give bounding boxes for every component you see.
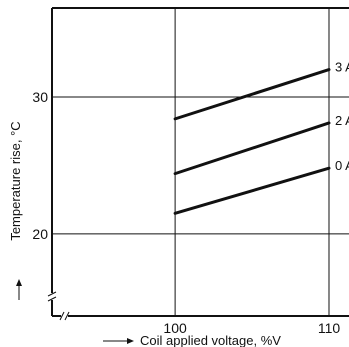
- series-labels: 3 A 2 A 0 A: [335, 60, 349, 174]
- series-label-0: 3 A: [335, 60, 349, 75]
- y-axis-break-mark: [47, 291, 57, 302]
- y-axis-arrow-head: [16, 279, 22, 286]
- x-axis-break-gap: [61, 312, 68, 320]
- x-axis-break-mark: [59, 311, 70, 321]
- tick-labels: 100 110 20 30: [32, 89, 340, 336]
- y-axis-break-gap: [48, 293, 56, 300]
- grid-lines: [52, 8, 349, 316]
- x-tick-label-1: 110: [318, 320, 341, 336]
- y-tick-label-0: 20: [32, 226, 48, 242]
- x-axis-label: Coil applied voltage, %V: [140, 333, 281, 347]
- y-axis-label: Temperature rise, °C: [8, 121, 23, 240]
- x-axis-title: Coil applied voltage, %V: [103, 333, 281, 347]
- x-tick-label-0: 100: [163, 320, 187, 336]
- series-label-2: 0 A: [335, 158, 349, 173]
- x-axis-arrow-head: [127, 338, 134, 344]
- series-line-1: [173, 121, 331, 176]
- series-line-2: [173, 166, 331, 215]
- y-tick-label-1: 30: [32, 89, 48, 105]
- y-axis-title: Temperature rise, °C: [8, 121, 23, 300]
- plot-frame: [47, 7, 349, 321]
- series-label-1: 2 A: [335, 113, 349, 128]
- series-line-0: [173, 68, 331, 121]
- series-lines: [173, 68, 331, 215]
